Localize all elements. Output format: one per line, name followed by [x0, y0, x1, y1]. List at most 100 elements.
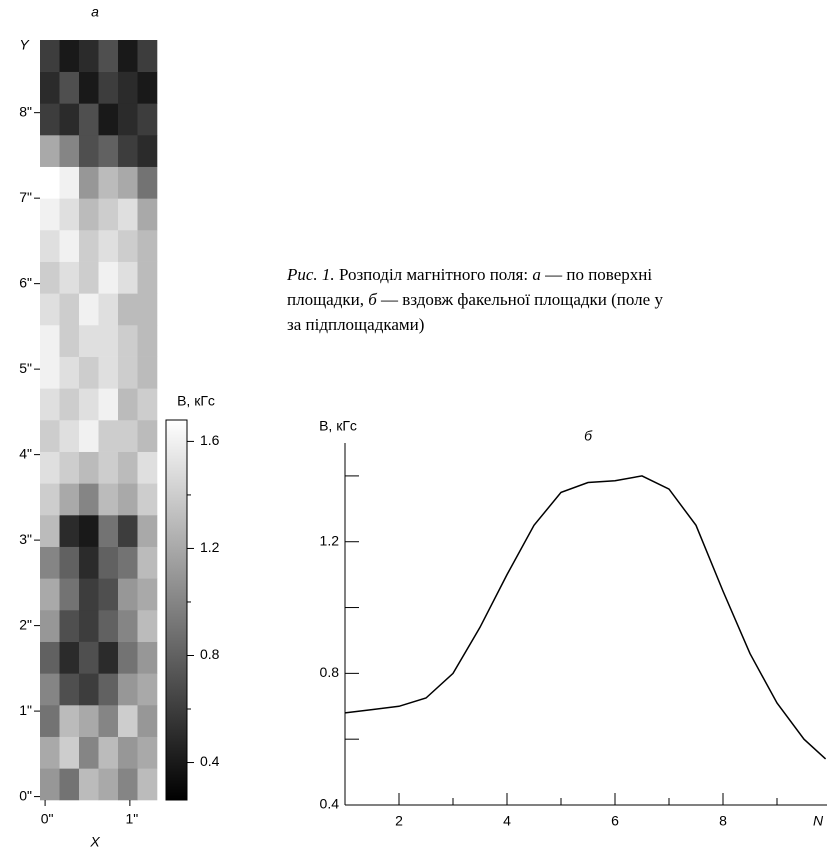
- heatmap-cell: [40, 610, 60, 642]
- heatmap-cell: [118, 736, 138, 769]
- heatmap-cell: [118, 673, 138, 706]
- heatmap-cell: [137, 705, 158, 737]
- heatmap-cell: [79, 40, 99, 72]
- chart-title: б: [584, 428, 593, 444]
- heatmap-cell: [118, 103, 138, 136]
- heatmap-cell: [98, 546, 119, 579]
- heatmap-cell: [59, 610, 80, 642]
- heatmap-cell: [137, 325, 158, 357]
- y-tick-label: 1.2: [320, 532, 340, 548]
- heatmap-cell: [98, 673, 119, 706]
- heatmap-cell: [79, 578, 99, 611]
- heatmap-cell: [118, 610, 138, 642]
- heatmap-cell: [40, 198, 60, 231]
- heatmap-cell: [40, 705, 60, 737]
- y-tick-label: 0": [19, 787, 32, 803]
- colorbar-tick-label: 0.8: [200, 646, 220, 662]
- colorbar-tick-label: 0.4: [200, 753, 220, 769]
- heatmap-cell: [118, 230, 138, 262]
- x-axis-label: N: [813, 813, 824, 829]
- heatmap-cell: [40, 388, 60, 421]
- heatmap-cell: [59, 261, 80, 294]
- x-tick-label: 4: [503, 813, 511, 829]
- y-tick-label: 4": [19, 445, 32, 461]
- heatmap-cell: [40, 768, 60, 801]
- y-axis-label: B, кГс: [319, 418, 357, 434]
- caption-line: за підплощадками): [287, 315, 424, 334]
- heatmap-cell: [59, 135, 80, 167]
- heatmap-cell: [59, 705, 80, 737]
- heatmap-cell: [98, 451, 119, 484]
- heatmap-cell: [79, 356, 99, 389]
- heatmap-cell: [59, 546, 80, 579]
- heatmap-cell: [79, 451, 99, 484]
- x-tick-label: 6: [611, 813, 619, 829]
- heatmap-cell: [137, 515, 158, 547]
- heatmap-cell: [137, 451, 158, 484]
- caption-text: Розподіл магнітного поля:: [335, 265, 533, 284]
- heatmap-cell: [98, 736, 119, 769]
- heatmap-cell: [59, 356, 80, 389]
- caption-text: а: [532, 265, 541, 284]
- heatmap-cell: [79, 705, 99, 737]
- heatmap-cell: [40, 166, 60, 199]
- y-tick-label: 0.4: [320, 796, 340, 812]
- heatmap-cell: [59, 673, 80, 706]
- heatmap-cell: [137, 736, 158, 769]
- heatmap-cell: [59, 40, 80, 72]
- heatmap-cell: [118, 705, 138, 737]
- heatmap-cell: [118, 325, 138, 357]
- heatmap-cell: [137, 40, 158, 72]
- heatmap-cell: [79, 135, 99, 167]
- heatmap-cell: [118, 578, 138, 611]
- heatmap-cell: [40, 483, 60, 516]
- heatmap-cell: [59, 293, 80, 326]
- caption-label: Рис. 1.: [286, 265, 335, 284]
- heatmap-cell: [137, 388, 158, 421]
- heatmap-cell: [79, 103, 99, 136]
- heatmap-cell: [98, 388, 119, 421]
- heatmap-cell: [40, 135, 60, 167]
- heatmap-cell: [137, 230, 158, 262]
- caption-text: — по поверхні: [541, 265, 653, 284]
- heatmap-cell: [79, 293, 99, 326]
- y-tick-label: 1": [19, 702, 32, 718]
- heatmap-cell: [79, 641, 99, 674]
- heatmap-cell: [40, 293, 60, 326]
- caption-text: за підплощадками): [287, 315, 424, 334]
- heatmap-cell: [40, 451, 60, 484]
- heatmap-cell: [40, 641, 60, 674]
- heatmap-cell: [79, 736, 99, 769]
- colorbar: [165, 419, 188, 801]
- heatmap-cell: [118, 198, 138, 231]
- heatmap-cell: [40, 546, 60, 579]
- x-tick-label: 2: [395, 813, 403, 829]
- heatmap-cell: [59, 230, 80, 262]
- heatmap-cell: [40, 515, 60, 547]
- heatmap-cell: [98, 71, 119, 104]
- heatmap-cell: [79, 483, 99, 516]
- heatmap-cell: [118, 768, 138, 801]
- heatmap-cell: [137, 261, 158, 294]
- heatmap-cell: [137, 673, 158, 706]
- heatmap-cell: [40, 420, 60, 452]
- heatmap-cell: [40, 578, 60, 611]
- heatmap-cell: [59, 420, 80, 452]
- heatmap-cell: [118, 546, 138, 579]
- heatmap-cell: [118, 356, 138, 389]
- heatmap-cell: [79, 420, 99, 452]
- heatmap-cell: [59, 325, 80, 357]
- y-tick-label: 2": [19, 616, 32, 632]
- heatmap-cell: [59, 768, 80, 801]
- heatmap-cell: [98, 483, 119, 516]
- heatmap-cell: [98, 768, 119, 801]
- heatmap-cell: [40, 325, 60, 357]
- heatmap-cell: [40, 230, 60, 262]
- heatmap-cell: [98, 515, 119, 547]
- heatmap-cell: [118, 483, 138, 516]
- heatmap-cell: [59, 515, 80, 547]
- caption-line: площадки, б — вздовж факельної площадки …: [287, 290, 663, 309]
- heatmap-cell: [137, 356, 158, 389]
- heatmap-cell: [98, 40, 119, 72]
